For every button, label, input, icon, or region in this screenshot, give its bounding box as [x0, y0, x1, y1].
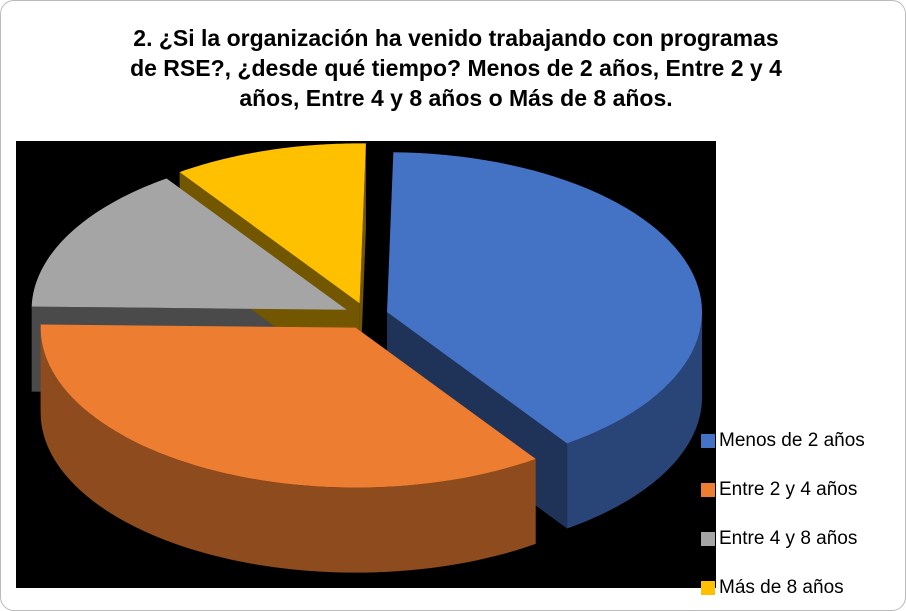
legend-swatch — [701, 581, 715, 595]
slice — [387, 152, 703, 444]
legend-label: Menos de 2 años — [719, 430, 865, 451]
slice-side — [40, 327, 536, 573]
slice-side — [567, 312, 703, 529]
slice-wall — [359, 143, 366, 389]
legend-swatch — [701, 532, 715, 546]
slice — [40, 324, 536, 488]
legend-swatch — [701, 483, 715, 497]
legend-label: Más de 8 años — [719, 577, 844, 598]
legend-label: Entre 2 y 4 años — [719, 479, 857, 500]
legend-swatch — [701, 434, 715, 448]
legend-label: Entre 4 y 8 años — [719, 528, 857, 549]
slice — [31, 178, 347, 310]
chart-title: 2. ¿Si la organización ha venido trabaja… — [130, 25, 782, 111]
slice — [179, 143, 366, 304]
